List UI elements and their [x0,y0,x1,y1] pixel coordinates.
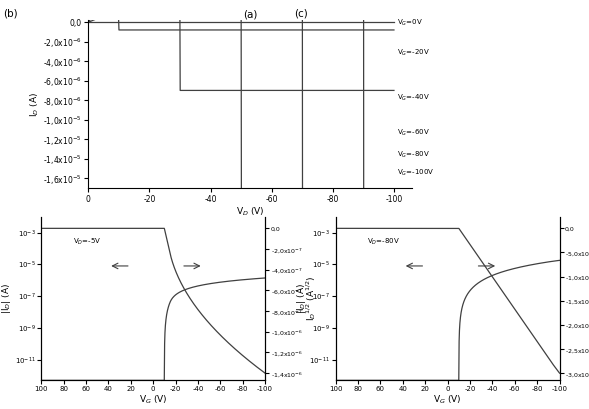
X-axis label: V$_{G}$ (V): V$_{G}$ (V) [434,393,462,406]
X-axis label: V$_{D}$ (V): V$_{D}$ (V) [236,205,264,218]
Y-axis label: |I$_{D}$| (A): |I$_{D}$| (A) [295,283,308,314]
Text: V$_{G}$=-60V: V$_{G}$=-60V [397,128,430,138]
Text: V$_{D}$=-5V: V$_{D}$=-5V [72,237,101,247]
Y-axis label: |I$_{D}$| (A): |I$_{D}$| (A) [1,283,14,314]
Title: (a): (a) [243,10,257,20]
Text: V$_{G}$=-40V: V$_{G}$=-40V [397,92,430,103]
X-axis label: V$_{G}$ (V): V$_{G}$ (V) [139,393,167,406]
Text: V$_{G}$=-20V: V$_{G}$=-20V [397,47,430,58]
Text: V$_{D}$=-80V: V$_{D}$=-80V [367,237,400,247]
Y-axis label: I$_{D}$$^{1/2}$ (A$^{1/2}$): I$_{D}$$^{1/2}$ (A$^{1/2}$) [304,276,318,321]
Y-axis label: I$_{D}$ (A): I$_{D}$ (A) [29,92,41,117]
Text: (c): (c) [294,8,308,18]
Text: V$_{G}$=-80V: V$_{G}$=-80V [397,150,430,160]
Text: V$_{G}$=-100V: V$_{G}$=-100V [397,168,434,178]
Text: (b): (b) [3,8,18,18]
Text: V$_{G}$=0V: V$_{G}$=0V [397,18,423,28]
